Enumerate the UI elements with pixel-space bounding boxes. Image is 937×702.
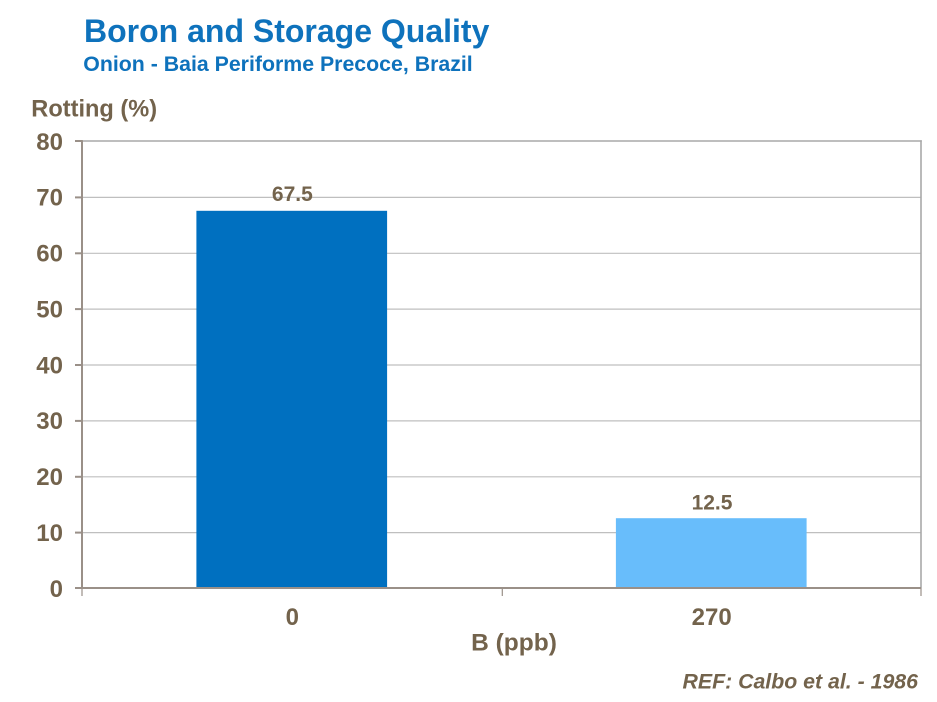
svg-text:0: 0 [50, 576, 63, 603]
svg-text:67.5: 67.5 [272, 183, 313, 206]
svg-text:Rotting (%): Rotting (%) [31, 97, 157, 123]
svg-text:12.5: 12.5 [692, 491, 733, 514]
svg-text:270: 270 [692, 604, 732, 631]
svg-text:REF: Calbo et al. - 1986: REF: Calbo et al. - 1986 [682, 670, 918, 694]
svg-text:B (ppb): B (ppb) [471, 630, 557, 657]
svg-text:60: 60 [36, 241, 63, 268]
svg-text:40: 40 [36, 352, 63, 379]
svg-text:10: 10 [36, 520, 63, 547]
svg-text:70: 70 [36, 185, 63, 212]
svg-text:0: 0 [286, 604, 299, 631]
svg-text:30: 30 [36, 408, 63, 435]
svg-text:Onion - Baia Periforme Precoce: Onion - Baia Periforme Precoce, Brazil [83, 52, 472, 76]
svg-text:80: 80 [36, 129, 63, 156]
svg-text:50: 50 [36, 296, 63, 323]
svg-text:20: 20 [36, 464, 63, 491]
svg-text:Boron and Storage Quality: Boron and Storage Quality [84, 13, 490, 49]
